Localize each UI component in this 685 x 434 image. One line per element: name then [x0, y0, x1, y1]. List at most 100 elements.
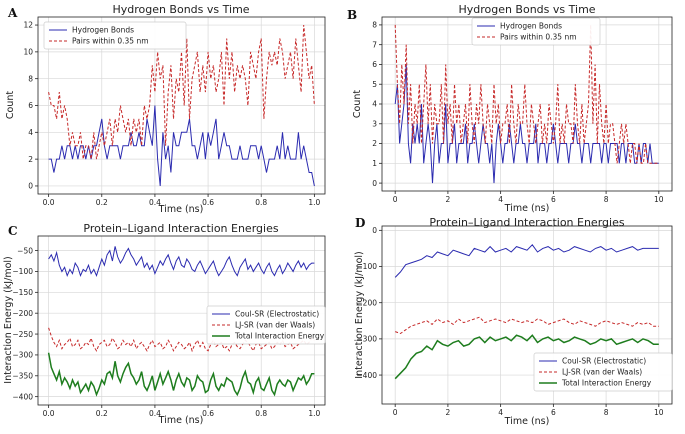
chart-panel-a: A 0.0 0.2 0.4 0.6 0.8 1.0 0 2 4 6 8 10 12 Hydrogen Bon…: [5, 3, 326, 215]
y-tick-label: 0: [372, 226, 377, 235]
y-tick-label: 4: [372, 100, 377, 109]
y-tick-label: 7: [372, 40, 377, 49]
x-tick-label: 10: [654, 195, 664, 204]
series-line-hydrogen-bonds: [48, 105, 315, 187]
y-tick-label: −100: [12, 267, 33, 276]
legend-entry: LJ-SR (van der Waals): [562, 368, 642, 377]
legend: Hydrogen Bonds Pairs within 0.35 nm: [471, 17, 601, 46]
x-tick-label: 1.0: [308, 409, 320, 418]
x-tick-label: 2: [446, 195, 451, 204]
x-tick-label: 0.8: [255, 409, 267, 418]
y-tick-label: 10: [23, 48, 33, 57]
y-tick-label: 0: [28, 182, 33, 191]
series-line-lj-sr-van-der-waals: [395, 316, 659, 335]
y-axis-label: Interaction Energy (kJ/mol): [354, 251, 365, 378]
x-tick-label: 0: [393, 408, 398, 417]
legend: Coul-SR (Electrostatic) LJ-SR (van der Wa…: [206, 305, 326, 345]
x-tick-label: 6: [551, 408, 556, 417]
panel-letter: B: [347, 8, 357, 22]
y-tick-label: 6: [372, 60, 377, 69]
legend-entry: Total Interaction Energy: [561, 379, 652, 388]
x-tick-label: 4: [498, 408, 503, 417]
x-tick-label: 0.0: [43, 409, 55, 418]
x-tick-label: 4: [498, 195, 503, 204]
x-tick-label: 0.4: [149, 409, 161, 418]
y-tick-label: −300: [12, 351, 33, 360]
series-line-lj-sr-van-der-waals: [48, 327, 315, 353]
y-tick-label: 1: [372, 159, 377, 168]
plot-frame: [381, 225, 673, 405]
chart-title: Hydrogen Bonds vs Time: [112, 3, 249, 16]
x-axis-label: Time (ns): [504, 203, 550, 214]
legend-entry: Pairs within 0.35 nm: [500, 33, 577, 42]
y-tick-label: 8: [372, 21, 377, 30]
panel-letter: C: [8, 224, 18, 238]
y-tick-label: −250: [12, 330, 33, 339]
legend-entry: Total Interaction Energy: [234, 332, 325, 341]
x-tick-label: 0.8: [255, 198, 267, 207]
y-tick-label: 5: [372, 80, 377, 89]
series-line-pairs-within-0-35-nm: [394, 24, 659, 164]
x-tick-label: 0.6: [202, 409, 214, 418]
x-tick-label: 0.2: [96, 409, 108, 418]
y-tick-label: 2: [372, 139, 377, 148]
chart-title: Protein–Ligand Interaction Energies: [429, 216, 624, 229]
y-tick-label: −300: [356, 335, 377, 344]
legend: Hydrogen Bonds Pairs within 0.35 nm: [43, 21, 187, 50]
x-tick-label: 2: [446, 408, 451, 417]
x-tick-label: 0.2: [96, 198, 108, 207]
y-tick-label: −100: [356, 262, 377, 271]
series-line-coul-sr-electrostatic: [394, 244, 659, 278]
series-line-total-interaction-energy: [394, 334, 659, 380]
y-tick-label: 4: [28, 128, 33, 137]
legend-entry: Hydrogen Bonds: [500, 22, 562, 31]
legend-entry: Coul-SR (Electrostatic): [235, 310, 319, 319]
legend-entry: LJ-SR (van der Waals): [235, 321, 315, 330]
y-tick-label: 8: [28, 74, 33, 83]
y-tick-label: −200: [356, 298, 377, 307]
panel-letter: D: [355, 216, 365, 230]
legend-entry: Coul-SR (Electrostatic): [562, 357, 646, 366]
chart-title: Hydrogen Bonds vs Time: [458, 3, 595, 16]
legend-entry: Pairs within 0.35 nm: [72, 37, 149, 46]
x-axis-label: Time (ns): [504, 416, 550, 427]
panel-letter: A: [7, 6, 18, 20]
y-tick-label: 3: [372, 119, 377, 128]
x-tick-label: 8: [604, 408, 609, 417]
legend-entry: Hydrogen Bonds: [72, 26, 134, 35]
chart-panel-c: C 0.0 0.2 0.4 0.6 0.8 1.0 −400 −350 −300 −250 −200 −…: [3, 222, 326, 426]
x-tick-label: 6: [551, 195, 556, 204]
y-tick-label: −400: [12, 392, 33, 401]
y-tick-label: −150: [12, 288, 33, 297]
legend: Coul-SR (Electrostatic) LJ-SR (van der Wa…: [533, 352, 673, 392]
legend-box: [533, 352, 673, 392]
y-tick-label: −50: [17, 246, 33, 255]
y-tick-label: 2: [28, 155, 33, 164]
x-tick-label: 1.0: [308, 198, 320, 207]
x-tick-label: 0: [393, 195, 398, 204]
y-axis-label: Count: [352, 90, 363, 118]
y-tick-label: −350: [12, 371, 33, 380]
chart-panel-b: B 0 2 4 6 8 10 0 1 2 3 4 5 6 7 8 Hydrogen Bonds vs Time T…: [347, 3, 673, 214]
y-tick-label: −200: [12, 309, 33, 318]
chart-panel-d: D0 2 4 6 8 10−400−300−200−1000Protein–Ligand …: [354, 216, 673, 427]
y-axis-label: Interaction Energy (kJ/mol): [3, 256, 14, 383]
x-tick-label: 0.6: [202, 198, 214, 207]
y-tick-label: 6: [28, 101, 33, 110]
x-axis-label: Time (ns): [158, 204, 204, 215]
y-tick-label: 0: [372, 179, 377, 188]
x-tick-label: 10: [654, 408, 664, 417]
x-tick-label: 8: [604, 195, 609, 204]
chart-title: Protein–Ligand Interaction Energies: [83, 222, 278, 235]
legend-box: [43, 21, 187, 50]
legend-box: [206, 305, 326, 345]
series-line-pairs-within-0-35-nm: [48, 24, 315, 160]
x-tick-label: 0.4: [149, 198, 161, 207]
y-tick-label: 12: [23, 21, 33, 30]
y-tick-label: −400: [356, 371, 377, 380]
series-line-total-interaction-energy: [47, 352, 315, 397]
y-axis-label: Count: [5, 91, 16, 119]
x-tick-label: 0.0: [43, 198, 55, 207]
legend-box: [471, 17, 601, 46]
